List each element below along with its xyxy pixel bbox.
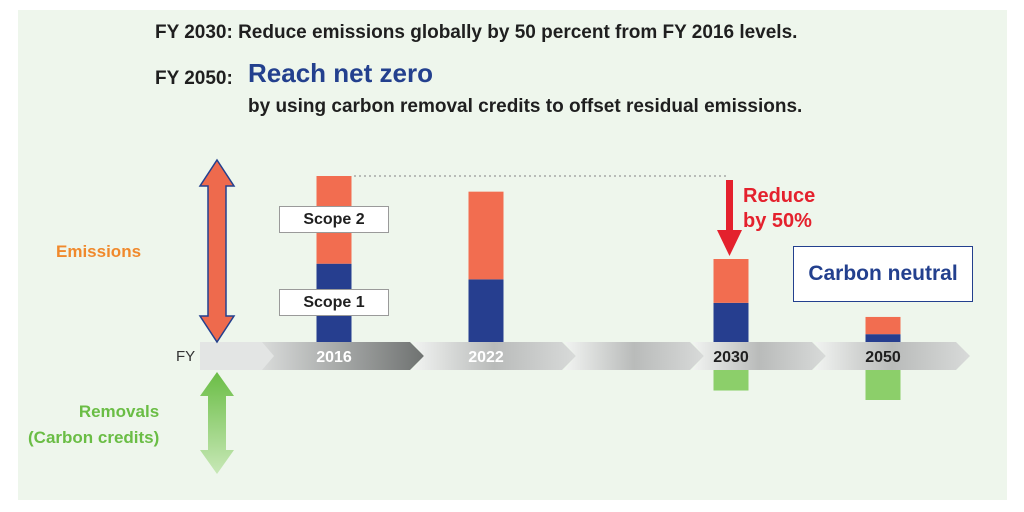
reduce-arrow: [717, 180, 742, 256]
tick-label-2022: 2022: [468, 349, 504, 366]
bar-scope2-2022: [468, 191, 504, 280]
bar-scope1-2022: [468, 279, 504, 342]
goal-2050-prefix: FY 2050:: [155, 68, 233, 89]
timeline-segment-2030: [692, 342, 826, 370]
bar-scope1-2030: [713, 302, 749, 342]
goal-2050-headline: Reach net zero: [248, 58, 433, 88]
reduce-label-line1: Reduce: [743, 185, 816, 207]
bar-scope2-2050: [865, 316, 901, 335]
carbon-neutral-label: Carbon neutral: [808, 262, 958, 285]
timeline-segment-2016: [262, 342, 424, 370]
reduce-label: Reduce by 50%: [743, 184, 815, 234]
scope2-label: Scope 2: [303, 210, 365, 228]
carbon-credits-label: (Carbon credits): [28, 428, 160, 447]
fy-axis-label: FY: [176, 348, 196, 365]
bar-removal-2050: [865, 370, 901, 400]
bar-scope2-2030: [713, 259, 749, 303]
removals-label: Removals: [78, 402, 160, 421]
bar-scope1-2050: [865, 334, 901, 342]
removals-double-arrow: [200, 372, 234, 474]
timeline-segment-2022: [412, 342, 576, 370]
carbon-neutral-box: Carbon neutral: [793, 246, 973, 302]
tick-label-2030: 2030: [713, 349, 749, 366]
timeline-segment-start: [200, 342, 280, 370]
tick-label-2050: 2050: [865, 349, 901, 366]
goal-2050-detail: by using carbon removal credits to offse…: [248, 96, 803, 117]
tick-label-2016: 2016: [316, 349, 352, 366]
emissions-label: Emissions: [56, 242, 142, 261]
timeline-segment-gap: [564, 342, 704, 370]
goal-2030-text: FY 2030: Reduce emissions globally by 50…: [155, 22, 798, 43]
scope1-label: Scope 1: [303, 293, 365, 311]
bar-removal-2030: [713, 370, 749, 391]
scope1-label-box: Scope 1: [279, 289, 389, 316]
reduce-label-line2: by 50%: [743, 210, 812, 232]
scope2-label-box: Scope 2: [279, 206, 389, 233]
emissions-double-arrow: [198, 158, 236, 344]
timeline-segment-2050: [814, 342, 970, 370]
